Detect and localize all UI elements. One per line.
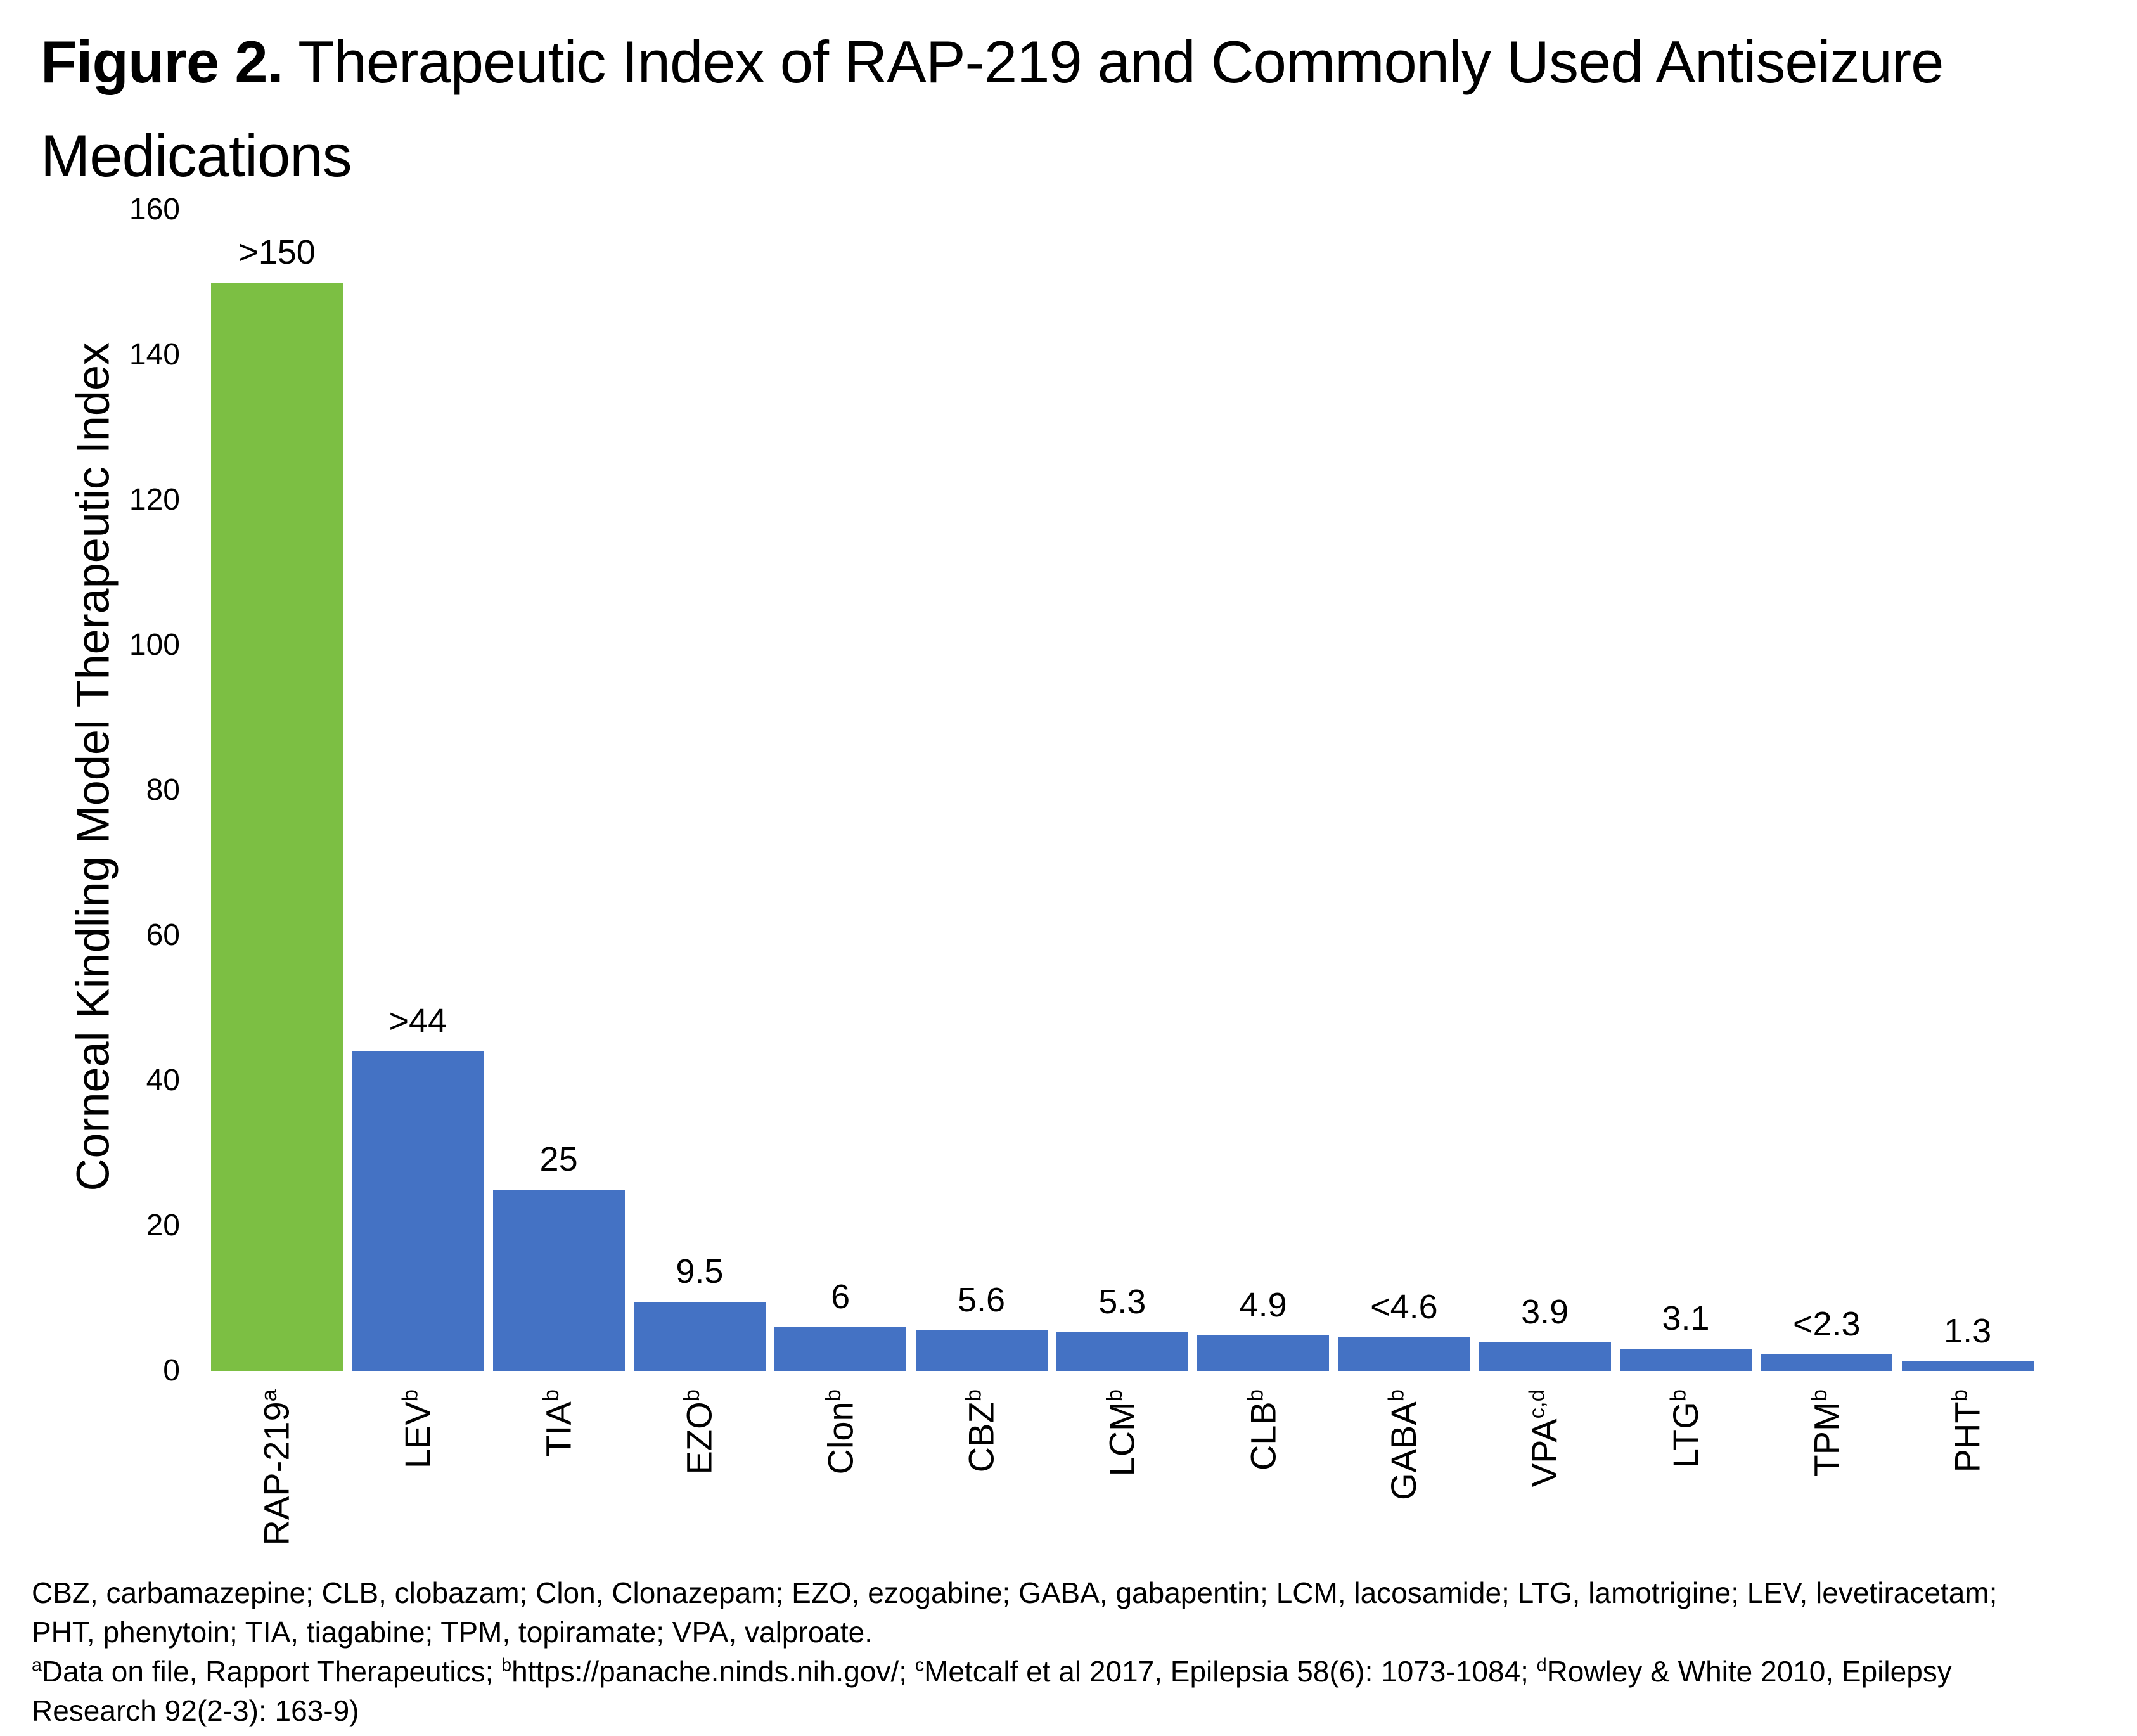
- bar-tia: [492, 1189, 625, 1371]
- category-label-text: RAP-219: [257, 1401, 297, 1546]
- value-label: 5.6: [957, 1280, 1006, 1319]
- value-label: 9.5: [676, 1252, 724, 1291]
- bar-lcm: [1056, 1332, 1188, 1371]
- category-label-text: VPA: [1524, 1418, 1565, 1488]
- figure-title-line1: Figure 2. Therapeutic Index of RAP-219 a…: [41, 15, 2119, 109]
- bar-clb: [1197, 1335, 1330, 1371]
- value-label: 3.9: [1521, 1293, 1569, 1332]
- category-label-text: LCM: [1101, 1401, 1142, 1477]
- value-label: 4.9: [1239, 1285, 1287, 1324]
- category-label: TIAb: [538, 1389, 579, 1457]
- bar-pht: [1901, 1361, 2034, 1371]
- category-label-text: PHT: [1947, 1401, 1987, 1473]
- category-label-text: TPM: [1806, 1401, 1847, 1477]
- category-label-superscript: b: [1666, 1389, 1691, 1402]
- category-label-superscript: b: [961, 1389, 986, 1402]
- category-label: LEVb: [397, 1389, 438, 1469]
- category-label-superscript: a: [257, 1389, 282, 1402]
- category-label-text: LTG: [1665, 1401, 1705, 1469]
- footnote-sources: aData on file, Rapport Therapeutics; bht…: [32, 1652, 2117, 1730]
- y-axis-tick-label: 80: [146, 773, 180, 807]
- category-label-superscript: b: [1384, 1389, 1409, 1402]
- category-label-text: CBZ: [961, 1401, 1001, 1473]
- bar-lev: [352, 1051, 484, 1371]
- value-label: <2.3: [1792, 1304, 1861, 1343]
- bar-gaba: [1338, 1337, 1470, 1371]
- bar-rap-219: [211, 282, 343, 1371]
- category-label-superscript: b: [680, 1389, 705, 1402]
- value-label: <4.6: [1370, 1288, 1438, 1327]
- bar-vpa: [1479, 1342, 1611, 1371]
- footnote-abbreviations: CBZ, carbamazepine; CLB, clobazam; Clon,…: [32, 1573, 2117, 1652]
- category-label-text: CLB: [1243, 1401, 1283, 1471]
- category-label-superscript: b: [1948, 1389, 1972, 1402]
- category-label-text: Clon: [820, 1401, 861, 1475]
- bar-ezo: [633, 1302, 766, 1371]
- figure-title-text: Therapeutic Index of RAP-219 and Commonl…: [283, 29, 1944, 95]
- value-label: >150: [238, 233, 316, 271]
- footnote-superscript: b: [501, 1655, 512, 1676]
- bar-cbz: [915, 1330, 1048, 1371]
- category-label-superscript: c,d: [1525, 1389, 1550, 1419]
- footnote-line: PHT, phenytoin; TIA, tiagabine; TPM, top…: [32, 1616, 873, 1649]
- category-label: CBZb: [961, 1389, 1001, 1473]
- category-label-text: TIA: [538, 1401, 579, 1457]
- bar-clon: [774, 1327, 907, 1371]
- category-label: RAP-219a: [257, 1389, 297, 1546]
- y-axis-tick-label: 140: [129, 338, 180, 371]
- category-label-superscript: b: [539, 1389, 563, 1402]
- figure-title: Figure 2. Therapeutic Index of RAP-219 a…: [41, 15, 2119, 203]
- footnote-line: Research 92(2-3): 163-9): [32, 1694, 359, 1727]
- category-label-text: LEV: [397, 1401, 438, 1469]
- value-label: 25: [539, 1140, 578, 1178]
- footnote-superscript: d: [1536, 1655, 1547, 1676]
- y-axis-tick-label: 160: [129, 193, 180, 226]
- y-axis-tick-label: 100: [129, 628, 180, 662]
- footnote-superscript: c: [914, 1655, 925, 1676]
- category-label-superscript: b: [1103, 1389, 1127, 1402]
- figure-title-line2: Medications: [41, 122, 352, 189]
- value-label: >44: [388, 1002, 447, 1041]
- bar-tpm: [1761, 1354, 1893, 1371]
- footnote-line: CBZ, carbamazepine; CLB, clobazam; Clon,…: [32, 1576, 1998, 1609]
- y-axis-tick-label: 0: [163, 1354, 180, 1387]
- y-axis-tick-label: 40: [146, 1064, 180, 1097]
- footnote-superscript: a: [32, 1655, 42, 1676]
- category-label-text: EZO: [679, 1401, 719, 1475]
- category-label: LTGb: [1665, 1389, 1705, 1469]
- value-label: 3.1: [1662, 1299, 1710, 1337]
- bar-ltg: [1620, 1348, 1752, 1371]
- y-axis-tick-label: 60: [146, 918, 180, 952]
- category-label: PHTb: [1947, 1389, 1987, 1473]
- category-label-superscript: b: [821, 1389, 845, 1402]
- value-label: 1.3: [1944, 1312, 1992, 1351]
- category-label: TPMb: [1806, 1389, 1847, 1477]
- category-label: LCMb: [1101, 1389, 1142, 1477]
- category-label-superscript: b: [1243, 1389, 1268, 1402]
- category-label: VPAc,d: [1524, 1389, 1565, 1488]
- value-label: 5.3: [1098, 1283, 1146, 1321]
- category-label: EZOb: [679, 1389, 719, 1475]
- y-axis-tick-label: 20: [146, 1209, 180, 1242]
- category-label-text: GABA: [1383, 1401, 1424, 1500]
- category-label-superscript: b: [398, 1389, 423, 1402]
- category-label: CLBb: [1243, 1389, 1283, 1471]
- category-label-superscript: b: [1807, 1389, 1832, 1402]
- y-axis-tick-label: 120: [129, 483, 180, 517]
- category-label: GABAb: [1383, 1389, 1424, 1500]
- figure-title-label: Figure 2.: [41, 29, 284, 95]
- category-label: Clonb: [820, 1389, 861, 1475]
- value-label: 6: [831, 1278, 850, 1316]
- footnote-line: aData on file, Rapport Therapeutics; bht…: [32, 1655, 1952, 1688]
